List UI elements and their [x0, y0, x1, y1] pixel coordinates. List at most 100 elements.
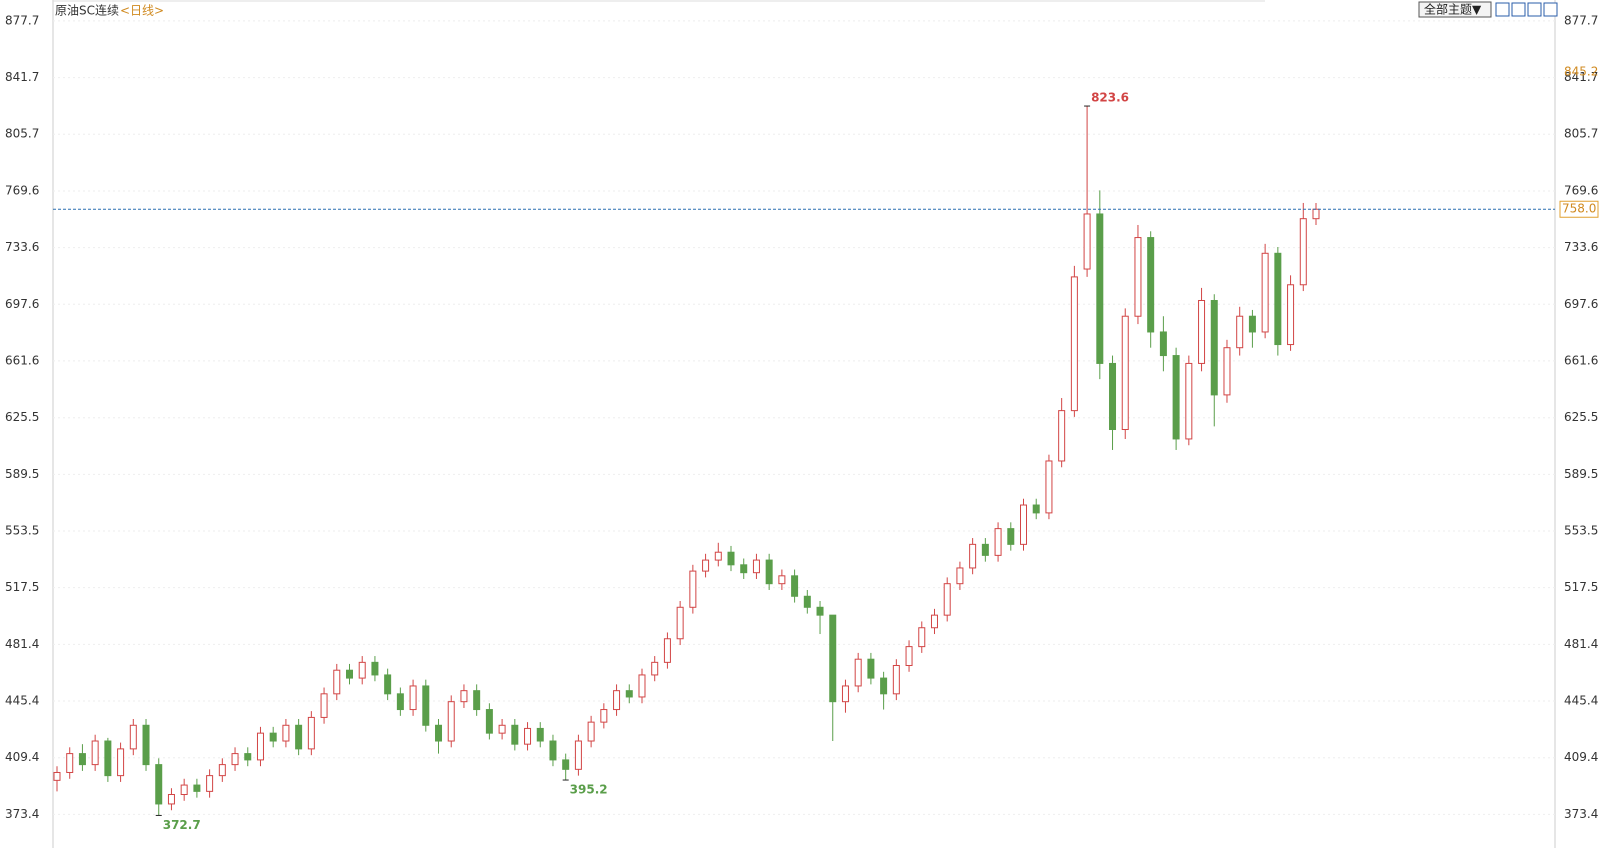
candle-body [155, 764, 163, 805]
y-tick-label: 409.4 [5, 750, 39, 764]
candle-body [307, 716, 315, 750]
y-tick-label: 481.4 [5, 637, 39, 651]
candle-body [1109, 362, 1117, 431]
y2-tick-label: 625.5 [1564, 410, 1598, 424]
candle-body [396, 693, 404, 711]
candle-body [740, 564, 748, 574]
candle-body [244, 753, 252, 761]
candle-body [460, 690, 468, 703]
candle-body [1172, 355, 1180, 440]
candle-body [473, 690, 481, 711]
candle-body [384, 674, 392, 695]
period-label: <日线> [120, 4, 164, 18]
candle-body [66, 753, 74, 773]
candle-body [1070, 276, 1078, 412]
candle-body [1134, 237, 1142, 317]
y2-tick-label: 805.7 [1564, 127, 1598, 141]
y2-tick-label: 697.6 [1564, 297, 1598, 311]
min-label: 395.2 [570, 783, 608, 797]
candle-body [358, 661, 366, 679]
candle-body [536, 727, 544, 742]
y2-tick-label: 481.4 [1564, 637, 1598, 651]
candle-body [142, 724, 150, 766]
candle-body [905, 646, 913, 666]
chart-title: 原油SC连续 [55, 3, 119, 18]
candle-body [918, 627, 926, 648]
candle-body [1287, 284, 1295, 346]
max-label: 823.6 [1091, 91, 1129, 105]
y-tick-label: 373.4 [5, 807, 39, 821]
candle-body [562, 759, 570, 770]
candle-body [892, 664, 900, 695]
candle-body [1223, 347, 1231, 396]
candle-body [1248, 315, 1256, 333]
candle-body [78, 753, 86, 766]
tool-icon[interactable] [1511, 2, 1526, 17]
candle-body [231, 753, 239, 766]
candle-body [180, 784, 188, 796]
y2-tick-label: 589.5 [1564, 467, 1598, 481]
candle-body [778, 575, 786, 585]
candle-body [485, 709, 493, 734]
candle-body [1058, 410, 1066, 462]
y-tick-label: 553.5 [5, 523, 39, 537]
candle-body [1274, 252, 1282, 346]
candle-body [727, 551, 735, 566]
candle-body [422, 685, 430, 726]
candle-body [409, 685, 417, 711]
candle-body [333, 669, 341, 695]
candle-body [1299, 218, 1307, 286]
candle-body [218, 764, 226, 777]
candle-body [206, 775, 214, 792]
candle-body [625, 690, 633, 698]
candle-body [816, 606, 824, 616]
candle-body [193, 784, 201, 792]
tool-icon[interactable] [1527, 2, 1542, 17]
candle-body [1147, 237, 1155, 333]
candle-body [167, 794, 175, 805]
y-tick-label: 625.5 [5, 410, 39, 424]
candle-body [371, 661, 379, 676]
candle-body [803, 595, 811, 608]
theme-button-label[interactable]: 全部主题▼ [1424, 2, 1482, 17]
y2-tick-label: 877.7 [1564, 13, 1598, 27]
candle-body [714, 551, 722, 561]
y-tick-label: 769.6 [5, 183, 39, 197]
tool-icon[interactable] [1495, 2, 1510, 17]
candle-body [1121, 315, 1129, 431]
candle-body [1210, 299, 1218, 396]
theme-button[interactable] [1418, 1, 1492, 18]
candle-body [498, 724, 506, 734]
candle-body [524, 727, 532, 745]
candle-body [1020, 504, 1028, 545]
candle-body [765, 559, 773, 585]
candle-body [791, 575, 799, 597]
candle-body [1083, 213, 1091, 270]
y-tick-label: 877.7 [5, 13, 39, 27]
candle-body [91, 740, 99, 766]
candle-body [1159, 331, 1167, 357]
candle-body [930, 614, 938, 629]
candle-body [752, 559, 760, 574]
candle-body [981, 543, 989, 556]
candle-body [969, 543, 977, 569]
y-tick-label: 517.5 [5, 580, 39, 594]
candle-body [1032, 504, 1040, 514]
tool-icon[interactable] [1543, 2, 1558, 17]
y-tick-label: 841.7 [5, 70, 39, 84]
candle-body [1312, 208, 1320, 220]
candle-body [854, 658, 862, 687]
candle-body [1198, 299, 1206, 364]
candle-body [841, 685, 849, 703]
candle-body [1236, 315, 1244, 349]
candle-body [676, 606, 684, 640]
candle-body [943, 583, 951, 616]
y-tick-label: 805.7 [5, 127, 39, 141]
candle-body [282, 724, 290, 742]
candle-body [867, 658, 875, 679]
candle-body [663, 638, 671, 663]
candle-body [702, 559, 710, 572]
candle-body [320, 693, 328, 718]
